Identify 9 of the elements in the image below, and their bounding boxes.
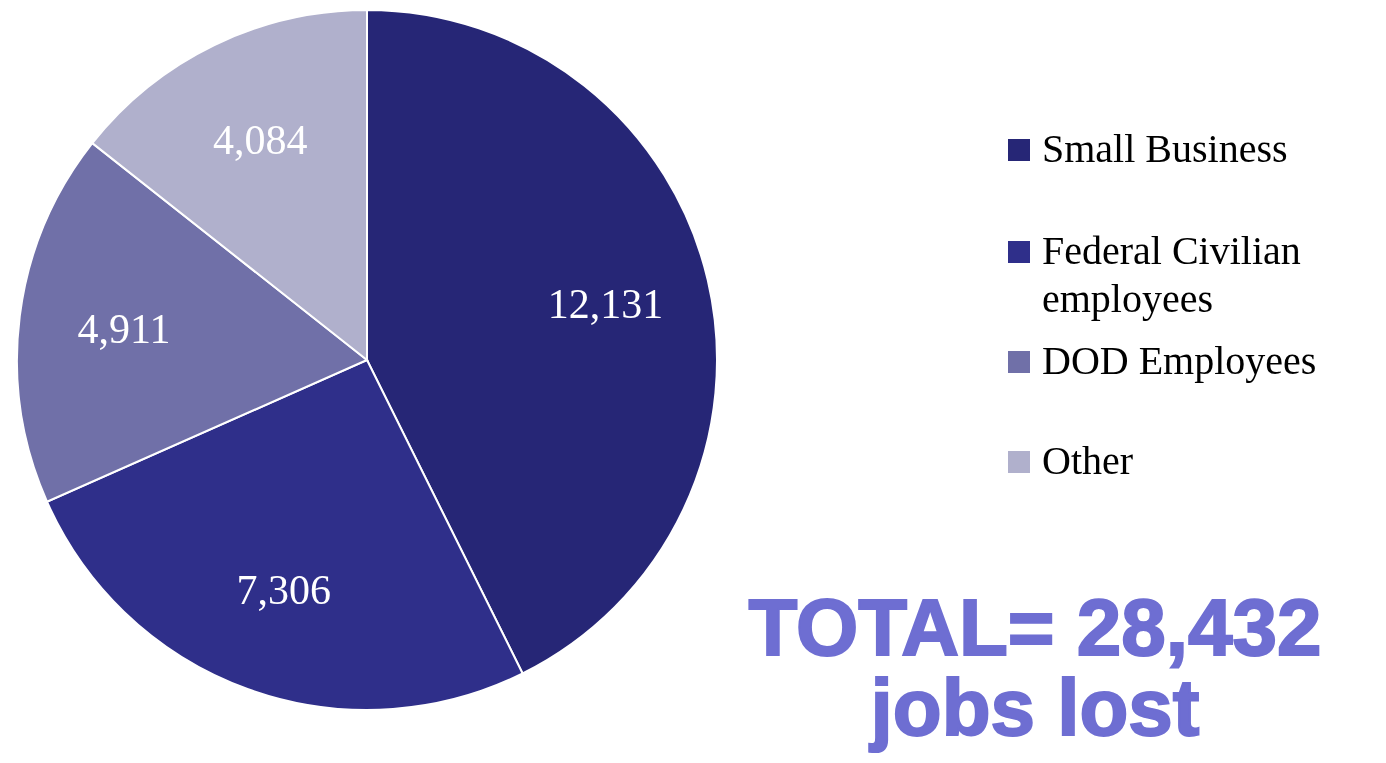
data-label: 4,911 <box>77 306 171 353</box>
text: TOTAL= 28,432 jobs lost <box>747 583 1323 752</box>
legend-label: Small Business <box>1042 125 1288 173</box>
data-label: 4,084 <box>212 116 308 163</box>
legend-label: DOD Employees <box>1042 337 1317 385</box>
data-label: 7,306 <box>236 567 332 614</box>
legend-label: Federal Civilian employees <box>1042 227 1302 323</box>
legend-label: Other <box>1042 437 1134 485</box>
data-label: 12,131 <box>547 281 664 328</box>
